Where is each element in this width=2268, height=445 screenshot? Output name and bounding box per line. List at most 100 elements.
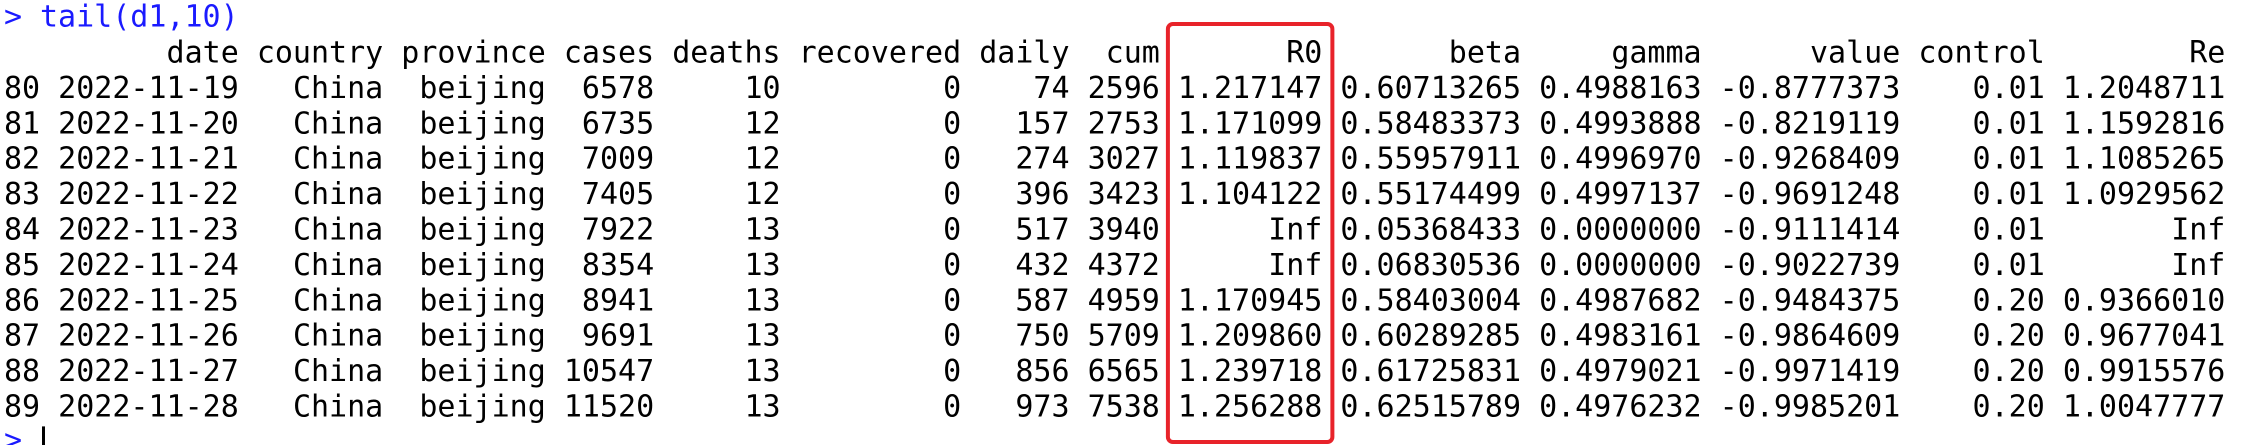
row-name: 80 bbox=[4, 71, 40, 106]
cell: 10 bbox=[744, 71, 780, 106]
cell: 7922 bbox=[582, 213, 654, 248]
cell: beijing bbox=[419, 177, 545, 212]
cell: 2022-11-25 bbox=[58, 283, 239, 318]
cell: 13 bbox=[744, 390, 780, 425]
row-name: 84 bbox=[4, 213, 40, 248]
command: tail(d1,10) bbox=[40, 0, 239, 35]
cell: 0.4983161 bbox=[1539, 319, 1702, 354]
cell: 7009 bbox=[582, 142, 654, 177]
cell: 0.4996970 bbox=[1539, 142, 1702, 177]
cell: 3423 bbox=[1088, 177, 1160, 212]
cell: 2022-11-20 bbox=[58, 106, 239, 141]
cell: -0.9484375 bbox=[1720, 283, 1901, 318]
cell: 8354 bbox=[582, 248, 654, 283]
column-header: beta bbox=[1449, 36, 1521, 71]
cell: 1.2048711 bbox=[2063, 71, 2226, 106]
cell: 0.0000000 bbox=[1539, 248, 1702, 283]
column-header: gamma bbox=[1611, 36, 1701, 71]
cell: 3940 bbox=[1088, 213, 1160, 248]
cell: China bbox=[293, 142, 383, 177]
cell: 0.60289285 bbox=[1340, 319, 1521, 354]
cell: 0 bbox=[943, 319, 961, 354]
cell: 1.209860 bbox=[1178, 319, 1323, 354]
cell: Inf bbox=[1268, 213, 1322, 248]
cell: 1.1085265 bbox=[2063, 142, 2226, 177]
column-header: date bbox=[167, 36, 239, 71]
cell: 274 bbox=[1015, 142, 1069, 177]
cell: China bbox=[293, 71, 383, 106]
row-name: 86 bbox=[4, 283, 40, 318]
cursor bbox=[42, 426, 45, 445]
cell: 12 bbox=[744, 106, 780, 141]
column-header: province bbox=[401, 36, 546, 71]
column-header: value bbox=[1810, 36, 1900, 71]
cell: beijing bbox=[419, 354, 545, 389]
cell: 0.0000000 bbox=[1539, 213, 1702, 248]
cell: 1.119837 bbox=[1178, 142, 1323, 177]
cell: 0 bbox=[943, 177, 961, 212]
cell: 0.01 bbox=[1973, 106, 2045, 141]
cell: 0.55174499 bbox=[1340, 177, 1521, 212]
cell: 0.01 bbox=[1973, 248, 2045, 283]
cell: 2022-11-23 bbox=[58, 213, 239, 248]
cell: beijing bbox=[419, 390, 545, 425]
cell: -0.9111414 bbox=[1720, 213, 1901, 248]
cell: 4372 bbox=[1088, 248, 1160, 283]
cell: 2022-11-24 bbox=[58, 248, 239, 283]
cell: China bbox=[293, 283, 383, 318]
cell: 0.60713265 bbox=[1340, 71, 1521, 106]
cell: 0 bbox=[943, 106, 961, 141]
cell: beijing bbox=[419, 283, 545, 318]
cell: Inf bbox=[2171, 248, 2225, 283]
cell: China bbox=[293, 354, 383, 389]
cell: -0.9691248 bbox=[1720, 177, 1901, 212]
cell: China bbox=[293, 213, 383, 248]
cell: 750 bbox=[1015, 319, 1069, 354]
cell: -0.9268409 bbox=[1720, 142, 1901, 177]
cell: 2022-11-27 bbox=[58, 354, 239, 389]
cell: Inf bbox=[1268, 248, 1322, 283]
cell: 0 bbox=[943, 390, 961, 425]
cell: 2022-11-21 bbox=[58, 142, 239, 177]
column-header: deaths bbox=[672, 36, 780, 71]
row-name: 89 bbox=[4, 390, 40, 425]
column-header: cases bbox=[564, 36, 654, 71]
cell: 396 bbox=[1015, 177, 1069, 212]
cell: China bbox=[293, 248, 383, 283]
cell: 13 bbox=[744, 319, 780, 354]
cell: China bbox=[293, 106, 383, 141]
row-name: 83 bbox=[4, 177, 40, 212]
cell: 0.9677041 bbox=[2063, 319, 2226, 354]
cell: 1.104122 bbox=[1178, 177, 1323, 212]
cell: China bbox=[293, 177, 383, 212]
cell: 1.171099 bbox=[1178, 106, 1323, 141]
cell: 13 bbox=[744, 213, 780, 248]
cell: beijing bbox=[419, 248, 545, 283]
column-header: country bbox=[257, 36, 383, 71]
cell: 2753 bbox=[1088, 106, 1160, 141]
cell: 432 bbox=[1015, 248, 1069, 283]
cell: 7405 bbox=[582, 177, 654, 212]
cell: 5709 bbox=[1088, 319, 1160, 354]
cell: 2596 bbox=[1088, 71, 1160, 106]
cell: 0.4976232 bbox=[1539, 390, 1702, 425]
cell: beijing bbox=[419, 213, 545, 248]
column-header: daily bbox=[979, 36, 1069, 71]
cell: 1.239718 bbox=[1178, 354, 1323, 389]
prompt: > bbox=[4, 423, 22, 445]
cell: 0.9366010 bbox=[2063, 283, 2226, 318]
cell: beijing bbox=[419, 71, 545, 106]
cell: 0.4987682 bbox=[1539, 283, 1702, 318]
cell: 13 bbox=[744, 354, 780, 389]
cell: 0.4988163 bbox=[1539, 71, 1702, 106]
cell: 1.256288 bbox=[1178, 390, 1323, 425]
cell: -0.8219119 bbox=[1720, 106, 1901, 141]
cell: 1.1592816 bbox=[2063, 106, 2226, 141]
cell: 12 bbox=[744, 177, 780, 212]
column-header: control bbox=[1918, 36, 2044, 71]
cell: 0.01 bbox=[1973, 177, 2045, 212]
cell: 6735 bbox=[582, 106, 654, 141]
cell: 0.9915576 bbox=[2063, 354, 2226, 389]
row-name: 85 bbox=[4, 248, 40, 283]
